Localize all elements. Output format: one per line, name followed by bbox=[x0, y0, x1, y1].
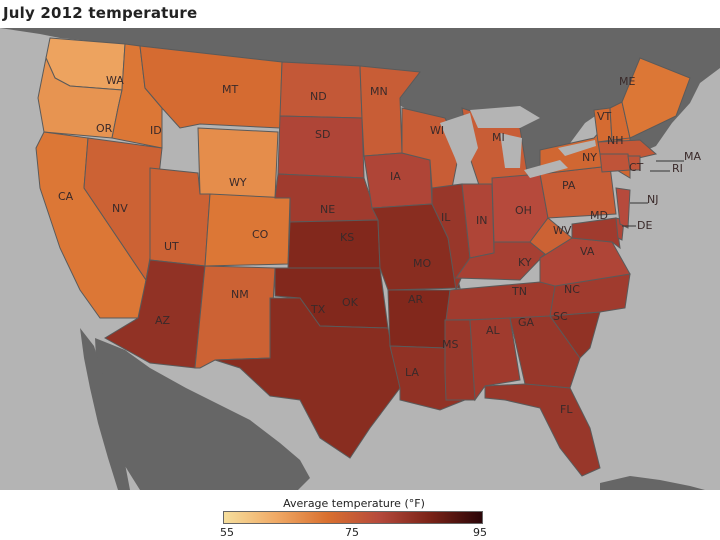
state-label-de: DE bbox=[637, 219, 652, 232]
state-fl bbox=[484, 383, 601, 477]
state-label-sc: SC bbox=[553, 310, 568, 323]
state-label-va: VA bbox=[580, 245, 595, 258]
color-legend: Average temperature (°F) 55 75 95 bbox=[220, 497, 487, 539]
state-sd bbox=[277, 115, 365, 179]
map-title: July 2012 temperature bbox=[3, 4, 198, 22]
state-label-in: IN bbox=[476, 214, 487, 227]
state-label-vt: VT bbox=[597, 110, 612, 123]
state-tx bbox=[214, 297, 401, 459]
map-area: WA OR CA ID NV MT WY UT AZ CO NM ND SD NE KS OK TX MN IA MO… bbox=[0, 28, 720, 490]
state-label-pa: PA bbox=[562, 179, 576, 192]
state-label-me: ME bbox=[619, 75, 635, 88]
state-ri bbox=[627, 155, 641, 171]
state-label-il: IL bbox=[441, 211, 451, 224]
state-ms bbox=[444, 319, 476, 401]
state-label-sd: SD bbox=[315, 128, 330, 141]
state-nj bbox=[615, 187, 631, 229]
state-ky bbox=[455, 241, 546, 281]
state-label-ky: KY bbox=[518, 256, 532, 269]
state-label-nv: NV bbox=[112, 202, 128, 215]
legend-mid-label: 75 bbox=[345, 526, 359, 539]
state-label-ut: UT bbox=[164, 240, 179, 253]
great-lake-2 bbox=[470, 106, 540, 128]
state-ks bbox=[287, 219, 381, 269]
state-label-wi: WI bbox=[430, 124, 444, 137]
state-label-al: AL bbox=[486, 324, 501, 337]
state-label-ks: KS bbox=[340, 231, 354, 244]
state-label-mi: MI bbox=[492, 131, 505, 144]
background-land bbox=[0, 28, 720, 490]
usa-temperature-map: WA OR CA ID NV MT WY UT AZ CO NM ND SD NE KS OK TX MN IA MO… bbox=[0, 28, 720, 490]
state-label-ri: RI bbox=[672, 162, 683, 175]
state-label-nd: ND bbox=[310, 90, 327, 103]
state-label-ia: IA bbox=[390, 170, 401, 183]
state-label-wa: WA bbox=[106, 74, 124, 87]
state-label-wv: WV bbox=[553, 224, 572, 237]
state-ct bbox=[599, 153, 631, 173]
state-label-wy: WY bbox=[229, 176, 247, 189]
cuba-land bbox=[600, 476, 705, 490]
state-al bbox=[469, 317, 521, 402]
great-lake-4 bbox=[524, 160, 568, 178]
state-label-nm: NM bbox=[231, 288, 249, 301]
state-tn bbox=[445, 281, 563, 321]
state-label-nc: NC bbox=[564, 283, 580, 296]
state-labels: WA OR CA ID NV MT WY UT AZ CO NM ND SD NE KS OK TX MN IA MO… bbox=[58, 74, 701, 416]
legend-min-label: 55 bbox=[220, 526, 234, 539]
state-ia bbox=[363, 152, 433, 209]
great-lake-3 bbox=[500, 133, 522, 168]
state-co bbox=[204, 193, 291, 267]
state-label-oh: OH bbox=[515, 204, 532, 217]
legend-max-label: 95 bbox=[473, 526, 487, 539]
legend-color-bar bbox=[223, 511, 483, 524]
mexico-land bbox=[95, 338, 310, 490]
baja-peninsula bbox=[80, 328, 130, 490]
state-label-tn: TN bbox=[511, 285, 527, 298]
state-label-mo: MO bbox=[413, 257, 431, 270]
state-label-mt: MT bbox=[222, 83, 238, 96]
great-lake-1 bbox=[440, 113, 478, 178]
state-label-fl: FL bbox=[560, 403, 573, 416]
state-label-ar: AR bbox=[408, 293, 424, 306]
states-layer bbox=[35, 37, 691, 477]
state-me bbox=[621, 57, 691, 139]
state-label-ca: CA bbox=[58, 190, 74, 203]
state-label-ma: MA bbox=[684, 150, 701, 163]
great-lake-5 bbox=[558, 140, 596, 156]
state-label-ne: NE bbox=[320, 203, 335, 216]
state-nm bbox=[194, 265, 276, 369]
state-label-tx: TX bbox=[310, 303, 326, 316]
state-label-nj: NJ bbox=[647, 193, 658, 206]
state-label-az: AZ bbox=[155, 314, 171, 327]
state-label-co: CO bbox=[252, 228, 269, 241]
state-label-mn: MN bbox=[370, 85, 388, 98]
canada-land bbox=[0, 28, 720, 186]
state-md bbox=[571, 217, 621, 250]
state-label-ms: MS bbox=[442, 338, 458, 351]
state-callouts bbox=[622, 160, 684, 227]
state-label-ga: GA bbox=[518, 316, 535, 329]
state-wv bbox=[529, 217, 573, 259]
state-label-nh: NH bbox=[607, 134, 624, 147]
state-label-id: ID bbox=[150, 124, 162, 137]
state-label-or: OR bbox=[96, 122, 113, 135]
state-label-la: LA bbox=[405, 366, 419, 379]
state-label-ok: OK bbox=[342, 296, 359, 309]
state-label-ny: NY bbox=[582, 151, 597, 164]
legend-title: Average temperature (°F) bbox=[283, 497, 425, 510]
state-label-ct: CT bbox=[629, 161, 644, 174]
state-label-md: MD bbox=[590, 209, 608, 222]
